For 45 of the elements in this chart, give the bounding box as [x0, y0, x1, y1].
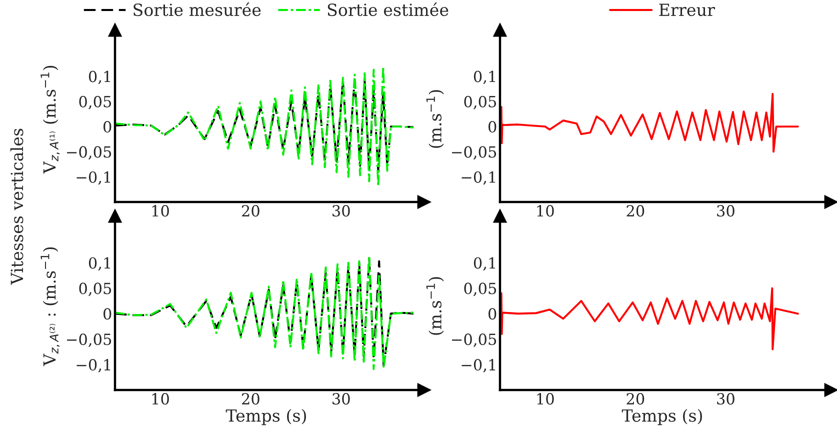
- y-axis-title: V$_{z,A⁽²⁾}$ : (m.s$^{−1}$): [40, 247, 60, 366]
- y-tick-label: −0,1: [76, 359, 110, 372]
- x-tick-label: 10: [152, 393, 169, 405]
- line-series: [115, 66, 414, 188]
- x-axis-title: Temps (s): [226, 408, 306, 426]
- y-tick-label: −0,05: [452, 334, 496, 347]
- y-axis-title: V$_{z,A⁽¹⁾}$ (m.s$^{−1}$): [40, 66, 60, 174]
- legend-label: Sortie mesurée: [134, 2, 261, 16]
- y-tick-label: 0,05: [79, 282, 112, 296]
- x-axis-title: Temps (s): [622, 408, 702, 426]
- y-tick-label: 0,1: [88, 257, 110, 271]
- x-tick-label: 30: [332, 393, 350, 405]
- x-tick-label: 10: [537, 205, 554, 217]
- y-tick-label: 0: [104, 308, 112, 320]
- x-tick-label: 20: [626, 205, 644, 217]
- text: Vitesses verticales: [10, 128, 24, 285]
- y-tick-label: 0,05: [79, 96, 112, 110]
- y-tick-label: 0,05: [464, 282, 496, 296]
- y-tick-label: −0,1: [76, 171, 110, 185]
- y-tick-label: 0,1: [88, 70, 110, 84]
- y-tick-label: −0,1: [462, 359, 496, 372]
- x-tick-label: 30: [717, 393, 734, 405]
- y-tick-label: −0,1: [462, 171, 496, 185]
- y-tick-label: 0,05: [464, 96, 496, 110]
- line-series: [500, 92, 799, 153]
- x-tick-label: 20: [242, 205, 260, 217]
- y-tick-label: 0: [488, 308, 496, 320]
- y-tick-label: −0,05: [452, 146, 496, 160]
- x-tick-label: 10: [537, 393, 554, 405]
- y-tick-label: 0,1: [474, 257, 496, 271]
- x-tick-label: 10: [152, 205, 169, 217]
- x-tick-label: 20: [626, 393, 644, 405]
- y-axis-title: (m.s$^{−1}$): [426, 277, 444, 335]
- legend-label: Erreur: [659, 4, 715, 16]
- x-tick-label: 30: [332, 205, 350, 217]
- line-series: [500, 287, 799, 350]
- x-tick-label: 30: [717, 205, 734, 217]
- y-tick-label: −0,05: [67, 146, 112, 160]
- x-tick-label: 20: [242, 393, 260, 405]
- legend-label: Sortie estimée: [328, 2, 448, 16]
- y-axis-title: (m.s$^{−1}$): [426, 90, 444, 148]
- y-tick-label: 0: [104, 121, 112, 133]
- y-tick-label: −0,05: [67, 334, 112, 347]
- y-tick-label: 0,1: [474, 70, 496, 84]
- y-tick-label: 0: [488, 121, 496, 133]
